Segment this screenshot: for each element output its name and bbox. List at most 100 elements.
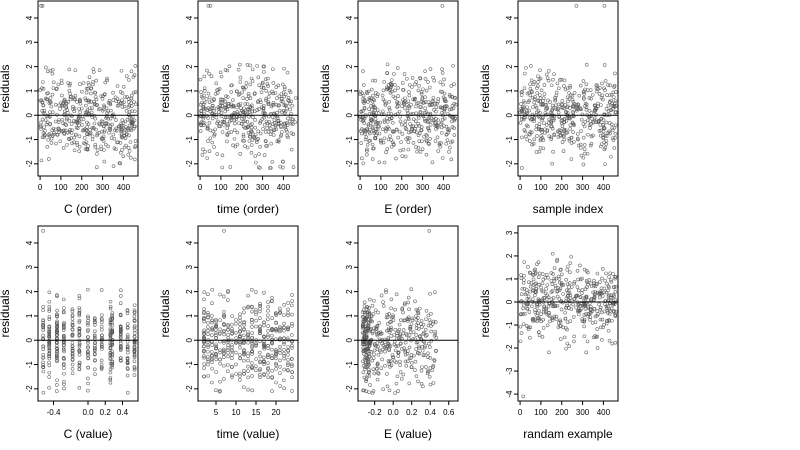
- data-point: [612, 83, 617, 88]
- y-tick-label: 2: [345, 64, 354, 69]
- data-point: [89, 110, 94, 115]
- data-point: [413, 82, 417, 87]
- data-point: [111, 132, 116, 137]
- data-point: [125, 325, 130, 330]
- data-point: [85, 147, 90, 152]
- data-point: [428, 123, 433, 127]
- data-point: [391, 120, 395, 125]
- data-point: [437, 141, 442, 146]
- data-point: [549, 83, 554, 88]
- data-point: [110, 329, 115, 333]
- data-point: [246, 337, 250, 342]
- y-axis-label: residuals: [0, 64, 12, 112]
- data-point: [70, 128, 74, 132]
- data-point: [411, 141, 416, 145]
- data-point: [93, 95, 98, 99]
- data-point: [55, 112, 59, 117]
- data-point: [403, 96, 407, 101]
- data-point: [258, 309, 262, 314]
- data-point: [70, 346, 75, 351]
- data-point: [81, 128, 86, 132]
- data-point: [125, 360, 130, 365]
- data-point: [401, 328, 406, 332]
- data-point: [574, 107, 579, 111]
- data-point: [62, 334, 66, 339]
- data-point: [568, 270, 572, 274]
- data-point: [212, 108, 216, 113]
- data-point: [406, 115, 411, 120]
- data-point: [235, 142, 240, 147]
- data-point: [549, 279, 554, 283]
- data-point: [73, 68, 78, 72]
- data-point: [440, 110, 444, 115]
- data-point: [564, 326, 568, 330]
- data-point: [416, 379, 420, 384]
- data-point: [426, 323, 431, 328]
- data-point: [255, 138, 259, 142]
- data-point: [392, 342, 397, 347]
- data-point: [395, 100, 399, 104]
- data-point: [206, 345, 210, 349]
- data-point: [434, 349, 438, 353]
- data-point: [452, 82, 456, 86]
- data-point: [86, 351, 90, 356]
- data-point: [41, 333, 45, 338]
- data-point: [274, 102, 279, 107]
- data-point: [433, 102, 438, 106]
- data-point: [589, 141, 594, 146]
- data-point: [198, 129, 203, 133]
- y-axis-label: residuals: [158, 289, 172, 337]
- data-point: [262, 334, 266, 339]
- data-point: [394, 127, 399, 132]
- data-point: [224, 94, 228, 98]
- data-point: [271, 67, 275, 71]
- x-axis-label: randam example: [523, 427, 613, 441]
- data-point: [107, 130, 111, 135]
- data-point: [423, 119, 427, 123]
- data-point: [426, 355, 430, 360]
- data-point: [199, 123, 204, 128]
- data-point: [553, 304, 557, 309]
- data-point: [100, 136, 104, 140]
- data-point: [222, 363, 226, 368]
- data-point: [414, 314, 418, 319]
- data-point: [428, 136, 432, 141]
- data-point: [404, 363, 409, 368]
- data-point: [365, 147, 369, 152]
- data-point: [521, 312, 525, 316]
- data-point: [597, 119, 601, 123]
- data-point: [387, 126, 391, 131]
- data-point: [108, 299, 113, 304]
- data-point: [270, 327, 274, 332]
- data-point: [214, 336, 218, 340]
- data-point: [550, 251, 555, 256]
- data-point: [604, 321, 609, 326]
- data-point: [270, 340, 274, 345]
- data-point: [210, 301, 214, 306]
- data-point: [408, 326, 413, 331]
- x-axis-label: sample index: [533, 202, 604, 216]
- data-point: [521, 306, 525, 311]
- data-point: [402, 302, 407, 307]
- data-point: [603, 133, 608, 138]
- data-point: [386, 337, 390, 342]
- data-point: [581, 79, 586, 83]
- data-point: [414, 340, 419, 345]
- data-point: [67, 136, 71, 141]
- data-point: [576, 136, 580, 141]
- data-point: [261, 127, 265, 131]
- data-point: [520, 166, 524, 170]
- data-point: [236, 67, 241, 72]
- data-point: [570, 97, 575, 102]
- data-point: [41, 308, 45, 313]
- data-point: [531, 277, 536, 282]
- plot-frame: [37, 0, 139, 177]
- data-point: [86, 388, 90, 393]
- data-point: [595, 313, 600, 318]
- data-point: [601, 122, 605, 127]
- data-point: [612, 146, 617, 150]
- data-point: [394, 292, 399, 297]
- data-point: [276, 139, 281, 144]
- data-point: [286, 135, 290, 140]
- data-point: [527, 108, 531, 113]
